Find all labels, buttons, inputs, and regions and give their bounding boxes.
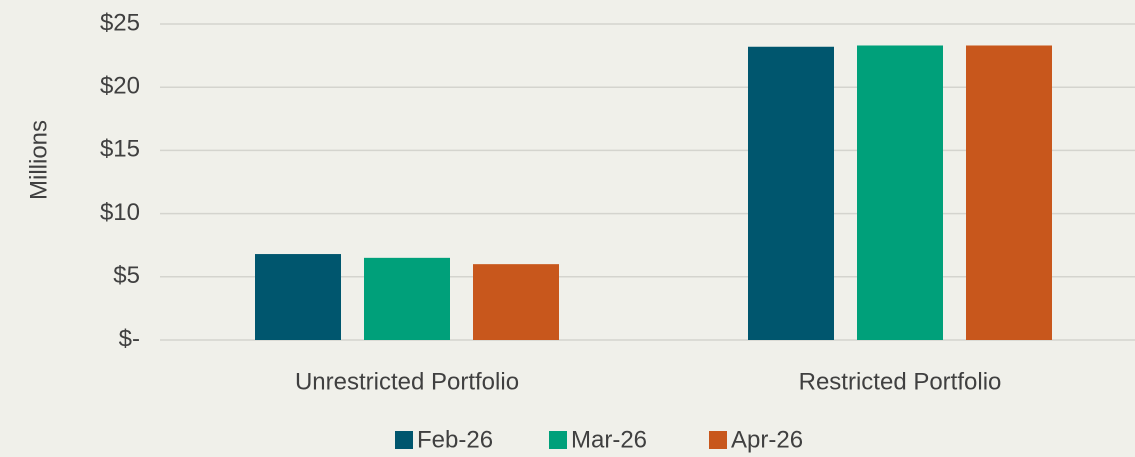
- legend-label: Mar-26: [571, 426, 647, 453]
- bar: [255, 254, 341, 340]
- bar: [966, 45, 1052, 340]
- y-tick-label: $20: [100, 73, 140, 100]
- legend-label: Feb-26: [417, 426, 493, 453]
- legend-swatch: [709, 431, 727, 449]
- legend-swatch: [549, 431, 567, 449]
- x-tick-label: Restricted Portfolio: [799, 368, 1002, 395]
- legend-label: Apr-26: [731, 426, 803, 453]
- x-tick-label: Unrestricted Portfolio: [295, 368, 519, 395]
- y-tick-label: $10: [100, 199, 140, 226]
- y-tick-label: $5: [113, 262, 140, 289]
- legend-swatch: [395, 431, 413, 449]
- y-tick-label: $15: [100, 136, 140, 163]
- bar: [364, 257, 450, 340]
- bar: [857, 45, 943, 340]
- y-tick-label: $-: [119, 325, 140, 352]
- bar: [473, 264, 559, 340]
- y-axis-label: Millions: [25, 120, 52, 200]
- y-tick-label: $25: [100, 9, 140, 36]
- bar: [748, 46, 834, 340]
